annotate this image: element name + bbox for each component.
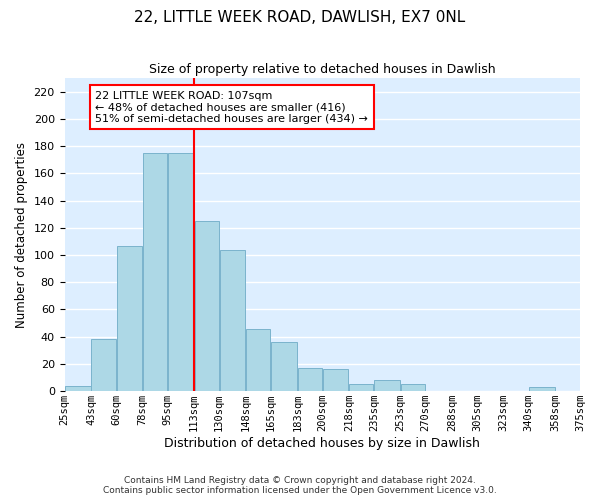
Bar	[349, 384, 373, 391]
Bar	[271, 342, 297, 391]
Bar	[143, 153, 167, 391]
Bar	[298, 368, 322, 391]
X-axis label: Distribution of detached houses by size in Dawlish: Distribution of detached houses by size …	[164, 437, 480, 450]
Bar	[65, 386, 91, 391]
Bar	[374, 380, 400, 391]
Y-axis label: Number of detached properties: Number of detached properties	[15, 142, 28, 328]
Bar	[220, 250, 245, 391]
Text: 22 LITTLE WEEK ROAD: 107sqm
← 48% of detached houses are smaller (416)
51% of se: 22 LITTLE WEEK ROAD: 107sqm ← 48% of det…	[95, 90, 368, 124]
Bar	[323, 370, 349, 391]
Bar	[168, 153, 194, 391]
Text: Contains HM Land Registry data © Crown copyright and database right 2024.
Contai: Contains HM Land Registry data © Crown c…	[103, 476, 497, 495]
Bar	[529, 387, 554, 391]
Bar	[401, 384, 425, 391]
Bar	[91, 340, 116, 391]
Bar	[116, 246, 142, 391]
Title: Size of property relative to detached houses in Dawlish: Size of property relative to detached ho…	[149, 62, 496, 76]
Bar	[194, 221, 219, 391]
Text: 22, LITTLE WEEK ROAD, DAWLISH, EX7 0NL: 22, LITTLE WEEK ROAD, DAWLISH, EX7 0NL	[134, 10, 466, 25]
Bar	[246, 328, 270, 391]
